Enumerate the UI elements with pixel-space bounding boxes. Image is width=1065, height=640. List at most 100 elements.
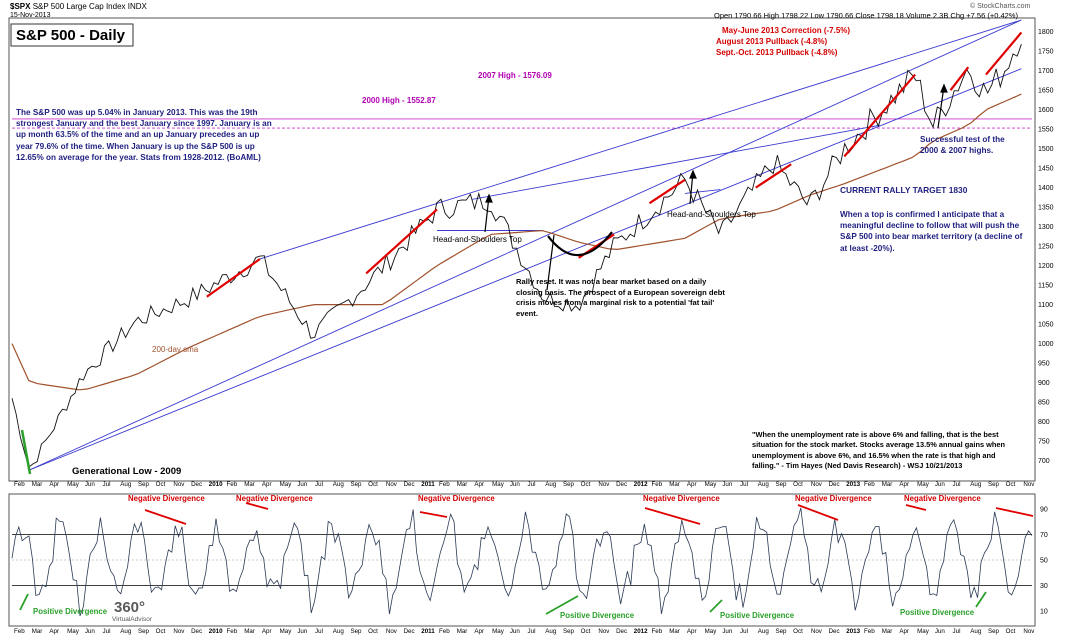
price-x-tick-label: Sep bbox=[988, 481, 1000, 488]
price-x-tick-label: Dec bbox=[616, 481, 627, 488]
price-x-tick-label: Dec bbox=[829, 481, 840, 488]
price-x-tick-label: May bbox=[492, 481, 505, 488]
price-x-tick-label: Jul bbox=[953, 481, 961, 488]
osc-x-tick-label: May bbox=[280, 628, 293, 635]
price-y-tick-label: 1150 bbox=[1038, 283, 1053, 290]
osc-x-tick-label: Nov bbox=[173, 628, 185, 635]
neg-div-label-6: Negative Divergence bbox=[904, 494, 981, 503]
price-x-tick-label: May bbox=[67, 481, 80, 488]
top-note: When a top is confirmed I anticipate tha… bbox=[840, 210, 1023, 253]
trendline bbox=[29, 68, 1022, 471]
rally-target-note: CURRENT RALLY TARGET 1830 bbox=[840, 185, 968, 195]
price-y-tick-label: 1300 bbox=[1038, 224, 1054, 231]
osc-x-tick-label: Feb bbox=[864, 628, 875, 635]
correction-note-2: August 2013 Pullback (-4.8%) bbox=[716, 37, 828, 46]
osc-x-tick-label: 2013 bbox=[846, 628, 860, 635]
osc-x-tick-label: Feb bbox=[14, 628, 25, 635]
positive-divergence-line bbox=[545, 595, 579, 615]
osc-x-tick-label: Apr bbox=[899, 628, 909, 635]
osc-y-tick-label: 10 bbox=[1040, 609, 1048, 616]
negative-divergence-line bbox=[905, 504, 927, 511]
osc-y-tick-label: 90 bbox=[1040, 506, 1048, 513]
osc-x-tick-label: Jun bbox=[85, 628, 96, 635]
trendline bbox=[259, 19, 1022, 260]
hs-top-label-1: Head-and-Shoulders Top bbox=[433, 235, 522, 244]
price-x-tick-label: May bbox=[705, 481, 718, 488]
correction-note-1: May-June 2013 Correction (-7.5%) bbox=[722, 26, 851, 35]
trendline bbox=[29, 19, 1022, 471]
price-y-tick-label: 1000 bbox=[1038, 341, 1054, 348]
osc-x-tick-label: Jun bbox=[935, 628, 946, 635]
price-y-tick-label: 750 bbox=[1038, 439, 1050, 446]
logo-sub: VirtualAdvisor bbox=[112, 616, 152, 623]
osc-x-tick-label: Dec bbox=[404, 628, 415, 635]
osc-x-tick-label: Jun bbox=[510, 628, 521, 635]
osc-x-tick-label: Oct bbox=[368, 628, 378, 635]
price-x-tick-label: Mar bbox=[244, 481, 255, 488]
pos-div-label-4: Positive Divergence bbox=[900, 608, 975, 617]
price-y-tick-label: 800 bbox=[1038, 419, 1050, 426]
osc-x-tick-label: Aug bbox=[758, 628, 770, 635]
price-x-tick-label: Feb bbox=[14, 481, 25, 488]
price-x-tick-label: Aug bbox=[970, 481, 982, 488]
price-y-tick-label: 700 bbox=[1038, 458, 1050, 465]
price-x-tick-label: Nov bbox=[811, 481, 823, 488]
osc-x-tick-label: Sep bbox=[775, 628, 787, 635]
osc-x-tick-label: Aug bbox=[333, 628, 345, 635]
generational-low-label: Generational Low - 2009 bbox=[72, 466, 182, 477]
price-x-tick-label: 2011 bbox=[421, 481, 435, 488]
header-date: 15-Nov-2013 bbox=[10, 12, 51, 19]
osc-x-tick-label: Nov bbox=[1023, 628, 1035, 635]
price-x-tick-label: Apr bbox=[899, 481, 909, 488]
price-x-tick-label: Aug bbox=[758, 481, 770, 488]
price-x-tick-label: Mar bbox=[669, 481, 680, 488]
price-x-tick-label: Oct bbox=[368, 481, 378, 488]
neg-div-label-2: Negative Divergence bbox=[236, 494, 313, 503]
osc-x-tick-label: Aug bbox=[970, 628, 982, 635]
pos-div-label-2: Positive Divergence bbox=[560, 611, 635, 620]
osc-x-tick-label: Jun bbox=[722, 628, 733, 635]
osc-x-tick-label: Mar bbox=[669, 628, 680, 635]
osc-x-tick-label: Sep bbox=[138, 628, 150, 635]
osc-x-tick-label: May bbox=[492, 628, 505, 635]
osc-x-tick-label: Mar bbox=[32, 628, 43, 635]
osc-x-tick-label: Dec bbox=[191, 628, 202, 635]
price-x-tick-label: Feb bbox=[439, 481, 450, 488]
price-x-tick-label: Nov bbox=[386, 481, 398, 488]
price-x-tick-label: Apr bbox=[687, 481, 697, 488]
annotation-arrows bbox=[484, 83, 948, 291]
osc-x-tick-label: Apr bbox=[262, 628, 272, 635]
sma-series-line bbox=[11, 93, 1022, 391]
positive-divergence-line bbox=[709, 599, 723, 613]
price-y-tick-label: 1650 bbox=[1038, 88, 1054, 95]
osc-x-tick-label: May bbox=[705, 628, 718, 635]
osc-x-tick-label: May bbox=[917, 628, 930, 635]
price-x-tick-label: Jun bbox=[85, 481, 96, 488]
price-x-tick-label: Sep bbox=[775, 481, 787, 488]
osc-x-tick-label: Feb bbox=[227, 628, 238, 635]
price-y-tick-label: 1750 bbox=[1038, 49, 1054, 56]
neg-div-label-1: Negative Divergence bbox=[128, 494, 205, 503]
osc-x-tick-label: 2010 bbox=[209, 628, 223, 635]
osc-x-tick-label: Jul bbox=[528, 628, 536, 635]
price-x-tick-label: Dec bbox=[191, 481, 202, 488]
neg-div-label-4: Negative Divergence bbox=[643, 494, 720, 503]
positive-divergence-line bbox=[975, 591, 987, 608]
trendline bbox=[472, 124, 880, 200]
price-y-tick-label: 1350 bbox=[1038, 205, 1054, 212]
osc-x-tick-label: Mar bbox=[244, 628, 255, 635]
price-x-tick-label: Apr bbox=[474, 481, 484, 488]
price-x-tick-label: Jul bbox=[315, 481, 323, 488]
price-x-tick-label: Aug bbox=[120, 481, 132, 488]
logo-360: 360° bbox=[114, 599, 146, 616]
price-x-tick-label: Apr bbox=[49, 481, 59, 488]
price-y-tick-label: 1100 bbox=[1038, 302, 1053, 309]
price-y-tick-label: 900 bbox=[1038, 380, 1050, 387]
rally-reset-note: Rally reset. It was not a bear market ba… bbox=[516, 277, 725, 318]
rally-segment bbox=[365, 208, 438, 275]
price-x-tick-label: Sep bbox=[138, 481, 150, 488]
neg-div-label-5: Negative Divergence bbox=[795, 494, 872, 503]
osc-x-tick-label: Nov bbox=[811, 628, 823, 635]
header-source: © StockCharts.com bbox=[970, 3, 1031, 10]
